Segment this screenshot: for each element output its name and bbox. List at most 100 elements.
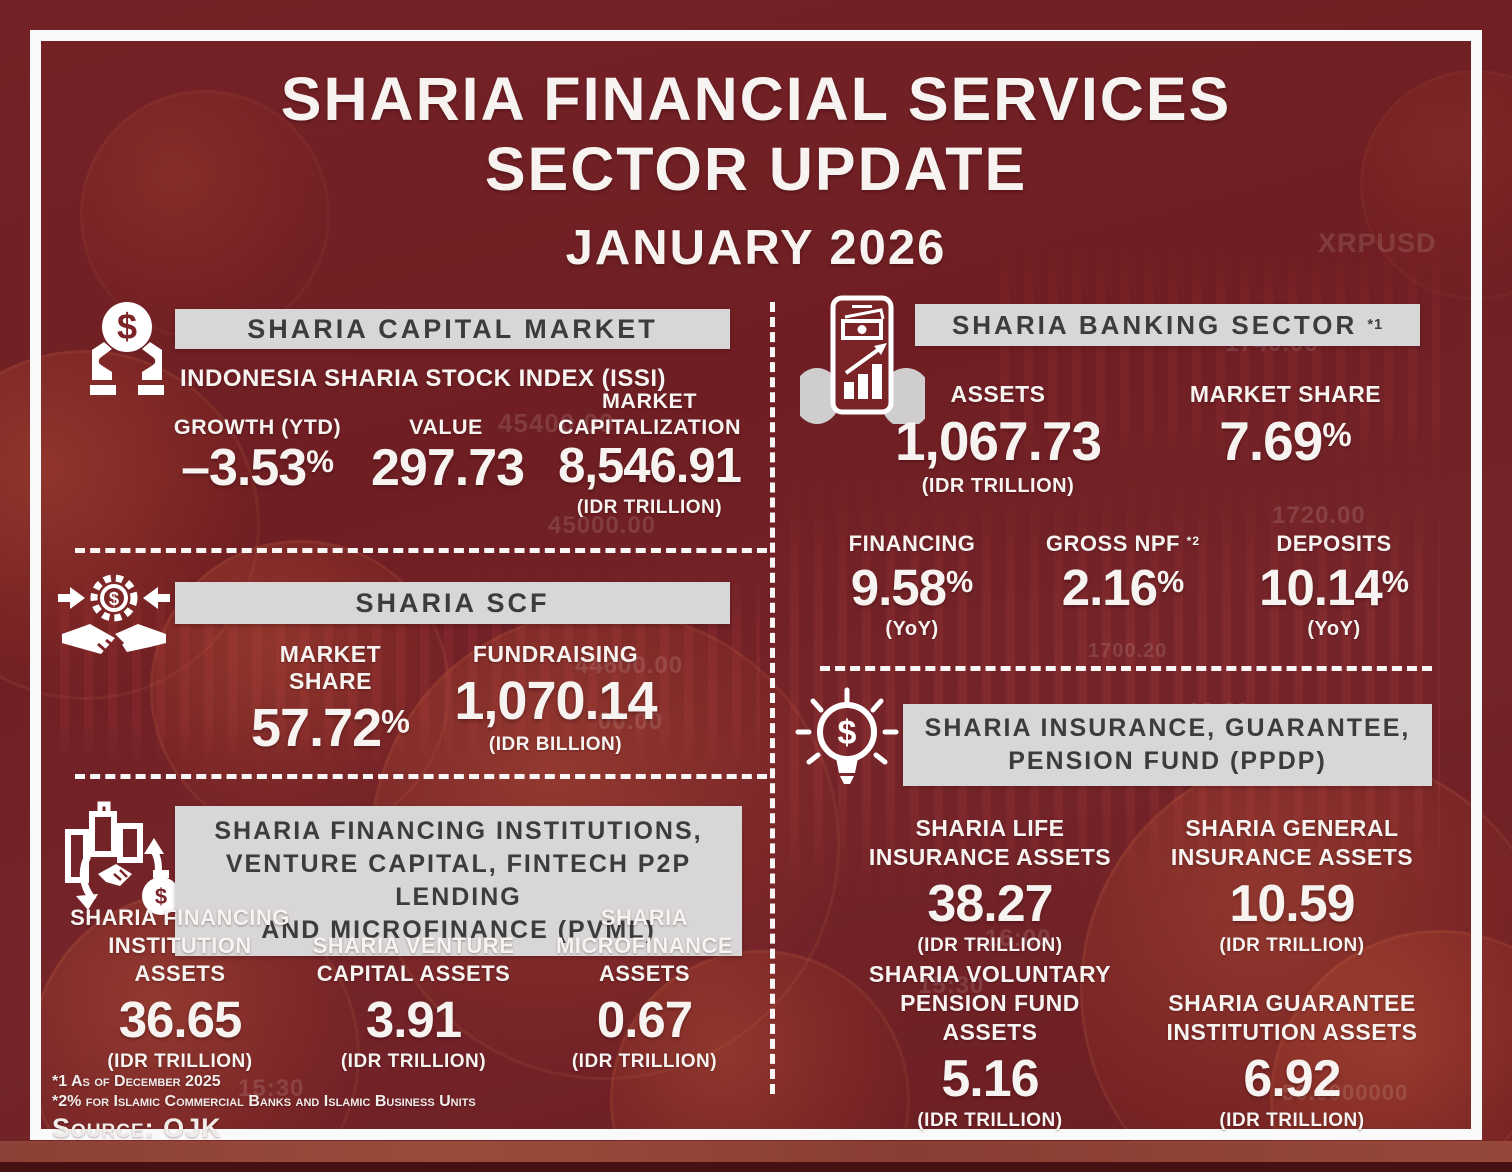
stat-unit: (IDR TRILLION): [340, 1051, 487, 1073]
value-number: 57.72: [251, 698, 382, 758]
stat-unit: (IDR TRILLION): [571, 1051, 718, 1073]
stat-unit: (IDR TRILLION): [1219, 1110, 1365, 1132]
value-number: 3.91: [365, 991, 462, 1048]
section-header-line: AND MICROFINANCE (PVML): [261, 916, 656, 944]
stat-label: SHARIA GUARANTEE INSTITUTION ASSETS: [1166, 990, 1418, 1046]
stat-label: VALUE: [409, 415, 483, 439]
stat-label: ASSETS: [950, 381, 1046, 407]
value-suffix: %: [1381, 565, 1409, 600]
value-number: 10.14: [1259, 559, 1383, 616]
bottom-strip: [0, 1141, 1512, 1162]
source-label: Source: OJK: [52, 1113, 222, 1143]
divider-dashed: [820, 666, 1432, 671]
value-suffix: %: [306, 443, 334, 479]
stat-label-note: *2: [1186, 533, 1201, 548]
stat-issi-market-cap: MARKET CAPITALIZATION 8,546.91 (IDR TRIL…: [547, 386, 752, 519]
stat-value: 7.69%: [1158, 410, 1413, 472]
section-header-pvml: SHARIA FINANCING INSTITUTIONS, VENTURE C…: [175, 806, 742, 956]
stat-value: –3.53%: [170, 440, 345, 496]
mobile-banking-icon: [800, 295, 925, 424]
divider-dashed: [75, 774, 767, 779]
gear-handshake-icon: $: [58, 574, 170, 654]
value-number: 6.92: [1243, 1050, 1341, 1109]
stat-ppdp-voluntary-pension: SHARIA VOLUNTARY PENSION FUND ASSETS 5.1…: [852, 961, 1128, 1132]
stat-label: MARKET SHARE: [279, 641, 382, 694]
value-number: 1,070.14: [454, 671, 657, 731]
stat-value: 10.59: [1154, 876, 1430, 932]
footnote-2: *2% for Islamic Commercial Banks and Isl…: [52, 1093, 476, 1110]
value-suffix: %: [1322, 416, 1352, 454]
stat-sub-label: (YoY): [1307, 618, 1361, 641]
section-header-banking: SHARIA BANKING SECTOR *1: [915, 304, 1420, 346]
stat-pvml-microfinance: SHARIA MICROFINANCE ASSETS 0.67 (IDR TRI…: [527, 905, 762, 1073]
section-header-line: SHARIA INSURANCE, GUARANTEE,: [924, 714, 1411, 742]
stat-label: MARKET SHARE: [1189, 381, 1382, 407]
stat-label: FINANCING: [848, 531, 976, 556]
section-header-label: SHARIA CAPITAL MARKET: [247, 313, 658, 344]
value-number: 2.16: [1061, 559, 1158, 616]
value-number: 0.67: [596, 991, 693, 1048]
value-number: 7.69: [1219, 410, 1323, 472]
stat-value: 0.67: [527, 992, 762, 1047]
divider-dashed: [75, 548, 767, 553]
value-number: 297.73: [371, 439, 525, 497]
stat-value: 1,070.14: [448, 672, 663, 730]
stat-banking-deposits: DEPOSITS 10.14% (YoY): [1234, 531, 1434, 641]
stat-ppdp-general-insurance: SHARIA GENERAL INSURANCE ASSETS 10.59 (I…: [1154, 812, 1430, 957]
stat-label: SHARIA FINANCING INSTITUTION ASSETS: [70, 905, 290, 986]
svg-text:$: $: [155, 884, 167, 909]
stat-value: 57.72%: [238, 699, 423, 757]
stat-value: 9.58%: [812, 560, 1012, 615]
footnote-1: *1 As of December 2025: [52, 1073, 221, 1090]
section-header-note: *1: [1367, 317, 1384, 333]
stat-label: MARKET CAPITALIZATION: [558, 389, 741, 439]
stat-unit: (IDR TRILLION): [576, 496, 723, 518]
value-number: 5.16: [941, 1050, 1039, 1109]
value-number: 36.65: [118, 991, 243, 1048]
svg-text:$: $: [838, 714, 857, 752]
stat-issi-value: VALUE 297.73: [371, 386, 525, 519]
stat-ppdp-life-insurance: SHARIA LIFE INSURANCE ASSETS 38.27 (IDR …: [852, 812, 1128, 957]
stat-banking-financing: FINANCING 9.58% (YoY): [812, 531, 1012, 641]
stat-banking-gross-npf: GROSS NPF *2 2.16%: [1018, 531, 1228, 641]
stat-value: 36.65: [60, 992, 300, 1047]
stat-value: 5.16: [852, 1051, 1128, 1107]
divider-vertical-dashed: [770, 302, 775, 1094]
stat-scf-fundraising: FUNDRAISING 1,070.14 (IDR BILLION): [448, 641, 663, 757]
value-number: 10.59: [1229, 875, 1355, 933]
stat-label: SHARIA MICROFINANCE ASSETS: [555, 905, 734, 986]
stat-unit: (IDR TRILLION): [1219, 935, 1365, 957]
stat-label: GROSS NPF *2: [1018, 531, 1228, 557]
stat-value: 3.91: [306, 992, 521, 1047]
value-number: 1,067.73: [894, 410, 1102, 472]
stat-pvml-venture-capital: SHARIA VENTURE CAPITAL ASSETS 3.91 (IDR …: [306, 930, 521, 1073]
stat-value: 2.16%: [1018, 560, 1228, 615]
stat-label: SHARIA GENERAL INSURANCE ASSETS: [1170, 815, 1414, 870]
value-number: 9.58: [850, 559, 947, 616]
stat-value: 10.14%: [1234, 560, 1434, 615]
stat-value: 6.92: [1154, 1051, 1430, 1107]
page-subtitle: JANUARY 2026: [565, 221, 947, 275]
stat-pvml-financing-institution: SHARIA FINANCING INSTITUTION ASSETS 36.6…: [60, 905, 300, 1073]
page-title-line2: SECTOR UPDATE: [484, 135, 1028, 203]
stat-label: GROWTH (YTD): [173, 415, 342, 439]
section-header-label: SHARIA BANKING SECTOR: [951, 309, 1358, 340]
stat-label: SHARIA VENTURE CAPITAL ASSETS: [312, 933, 515, 986]
section-header-scf: SHARIA SCF: [175, 582, 730, 624]
stat-label: SHARIA VOLUNTARY PENSION FUND ASSETS: [868, 961, 1112, 1046]
section-header-line: SHARIA FINANCING INSTITUTIONS,: [214, 817, 703, 845]
stat-unit: (IDR TRILLION): [921, 475, 1075, 498]
lightbulb-dollar-icon: $: [795, 687, 899, 784]
value-number: –3.53: [181, 439, 307, 497]
stat-unit: (IDR TRILLION): [917, 1110, 1063, 1132]
buildings-cycle-moneybag-icon: $: [65, 801, 180, 915]
stat-label: SHARIA LIFE INSURANCE ASSETS: [868, 815, 1112, 870]
stat-ppdp-guarantee-institution: SHARIA GUARANTEE INSTITUTION ASSETS 6.92…: [1154, 987, 1430, 1132]
stat-scf-market-share: MARKET SHARE 57.72%: [238, 641, 423, 757]
value-suffix: %: [946, 565, 974, 600]
section-header-capital-market: SHARIA CAPITAL MARKET: [175, 309, 730, 349]
value-suffix: %: [381, 703, 410, 740]
page-title-line1: SHARIA FINANCIAL SERVICES: [280, 65, 1232, 133]
section-header-ppdp: SHARIA INSURANCE, GUARANTEE, PENSION FUN…: [903, 704, 1432, 786]
stat-banking-assets: ASSETS 1,067.73 (IDR TRILLION): [848, 381, 1148, 498]
